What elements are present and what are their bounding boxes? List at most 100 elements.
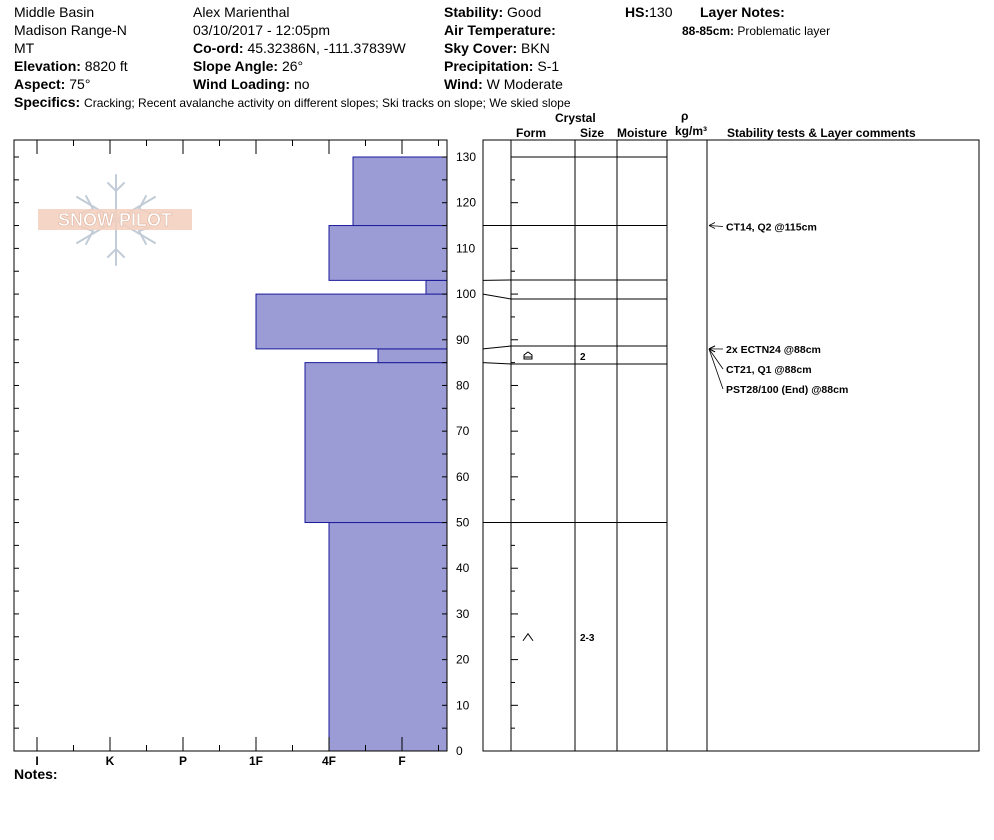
layer-notes-label: Layer Notes:: [700, 4, 785, 20]
wind-loading-value: no: [293, 76, 310, 92]
faceted-crystals-icon: [523, 351, 533, 360]
precip-label: Precipitation:: [444, 58, 534, 74]
col-rho-header: ρ: [681, 109, 689, 123]
grain-size: 2-3: [580, 633, 595, 644]
hardness-bar: [352, 156, 448, 227]
col-density-unit: kg/m³: [675, 124, 708, 138]
depth-label: 60: [456, 470, 470, 484]
hardness-bar: [328, 522, 448, 752]
layer-boundary-connector: [482, 293, 512, 300]
hardness-bar: [255, 293, 448, 350]
slope-value: 26°: [281, 58, 304, 74]
hardness-graph-ticks: [14, 140, 447, 752]
stability-test-label: PST28/100 (End) @88cm: [726, 384, 848, 396]
coordinates: Co-ord: 45.32386N, -111.37839W: [193, 40, 406, 57]
depth-label: 30: [456, 607, 470, 621]
test-arrow-head: [708, 345, 716, 353]
depth-axis-labels: 0 10 20 30 40 50 60 70 80 90 100 110 120 130: [456, 150, 476, 758]
elevation-value: 8820 ft: [84, 58, 128, 74]
col-stability-header: Stability tests & Layer comments: [727, 126, 916, 140]
observer-name: Alex Marienthal: [193, 4, 290, 20]
wind-loading: Wind Loading: no: [193, 76, 310, 93]
observation-datetime: 03/10/2017 - 12:05pm: [193, 22, 330, 38]
hardness-bar: [425, 279, 448, 295]
elevation-label: Elevation:: [14, 58, 81, 74]
depth-label: 0: [456, 744, 463, 758]
snow-pilot-logo: SNOW PILOT: [38, 174, 192, 266]
grain-rows: 2 2-3: [522, 351, 595, 644]
depth-label: 110: [456, 241, 475, 255]
coord-label: Co-ord:: [193, 40, 244, 56]
hardness-graph-frame: [13, 139, 448, 752]
specifics-value: Cracking; Recent avalanche activity on d…: [84, 96, 571, 110]
location-name: Middle Basin: [14, 4, 95, 20]
depth-label: 10: [456, 698, 470, 712]
test-pointer-line: [708, 348, 724, 370]
stability-value: Good: [507, 4, 542, 20]
col-form-header: Form: [516, 126, 546, 140]
air-temperature: Air Temperature:: [444, 22, 556, 39]
sky-value: BKN: [521, 40, 550, 56]
stability-test-label: CT14, Q2 @115cm: [726, 222, 817, 234]
depth-label: 100: [456, 287, 476, 301]
aspect: Aspect: 75°: [14, 76, 90, 93]
hardness-label: K: [106, 754, 115, 768]
stability-tests: CT14, Q2 @115cm 2x ECTN24 @88cm CT21, Q1 @…: [708, 222, 848, 396]
specifics: Specifics: Cracking; Recent avalanche ac…: [14, 94, 571, 112]
sky-label: Sky Cover:: [444, 40, 518, 56]
depth-label: 40: [456, 561, 470, 575]
layer-boundary-connector: [482, 362, 512, 365]
stability-label: Stability:: [444, 4, 504, 20]
wind: Wind: W Moderate: [444, 76, 563, 93]
wind-value: W Moderate: [486, 76, 563, 92]
coord-value: 45.32386N, -111.37839W: [247, 40, 406, 56]
depth-label: 130: [456, 150, 476, 164]
hardness-label: P: [179, 754, 187, 768]
aspect-label: Aspect:: [14, 76, 66, 92]
wind-label: Wind:: [444, 76, 483, 92]
hardness-label: 1F: [249, 754, 263, 768]
slope-label: Slope Angle:: [193, 58, 279, 74]
grain-size: 2: [580, 352, 586, 363]
depth-label: 80: [456, 378, 470, 392]
layer-note: 88-85cm: Problematic layer: [682, 23, 830, 40]
test-arrow-head: [708, 222, 716, 229]
snow-pilot-logo-text: SNOW PILOT: [58, 210, 172, 230]
precipitation: Precipitation: S-1: [444, 58, 559, 75]
aspect-value: 75°: [69, 76, 91, 92]
snow-height: HS:130: [625, 4, 672, 21]
test-pointer-line: [708, 225, 724, 227]
elevation: Elevation: 8820 ft: [14, 58, 128, 75]
layer-boundary-lines: [482, 156, 667, 752]
air-temp-label: Air Temperature:: [444, 22, 556, 38]
mountain-range: Madison Range-N: [14, 22, 127, 38]
hs-value: 130: [649, 4, 673, 20]
depth-label: 50: [456, 516, 470, 530]
depth-label: 20: [456, 653, 470, 667]
sky-cover: Sky Cover: BKN: [444, 40, 550, 57]
layer-note-text: Problematic layer: [737, 24, 831, 38]
test-pointer-line: [708, 348, 724, 390]
hardness-label: F: [398, 754, 405, 768]
specifics-label: Specifics:: [14, 94, 81, 110]
hardness-axis-labels: I K P 1F 4F F: [35, 754, 405, 768]
col-size-header: Size: [580, 126, 605, 140]
hardness-bar: [328, 225, 448, 281]
col-moisture-header: Moisture: [617, 126, 668, 140]
depth-label: 90: [456, 333, 470, 347]
stability: Stability: Good: [444, 4, 541, 21]
layer-boundary-connector: [482, 345, 512, 350]
notes-label: Notes:: [14, 766, 58, 782]
col-crystal-header: Crystal: [555, 111, 596, 125]
stability-test-label: CT21, Q1 @88cm: [726, 364, 812, 376]
depth-label: 70: [456, 424, 470, 438]
stability-test-label: 2x ECTN24 @88cm: [726, 344, 821, 356]
hardness-label: I: [35, 754, 38, 768]
hardness-bar: [304, 362, 448, 524]
precip-value: S-1: [537, 58, 560, 74]
state: MT: [14, 40, 35, 56]
hardness-bar: [377, 348, 448, 364]
slope-angle: Slope Angle: 26°: [193, 58, 303, 75]
depth-label: 120: [456, 196, 476, 210]
